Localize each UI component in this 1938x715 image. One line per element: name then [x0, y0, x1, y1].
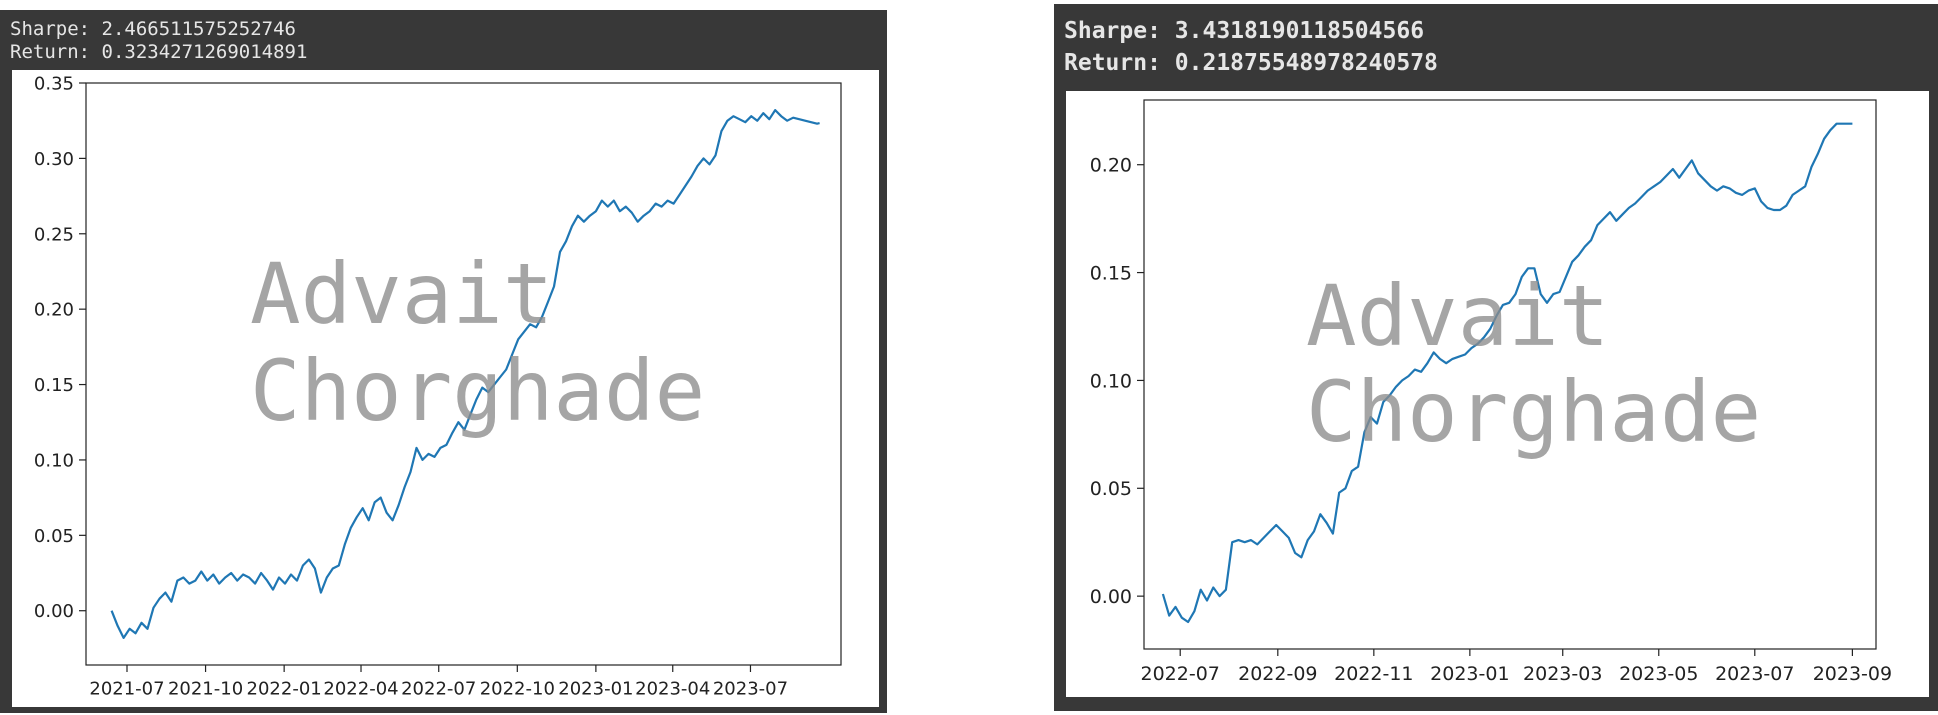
x-tick-label: 2023-01 — [1430, 663, 1509, 685]
y-tick-label: 0.00 — [34, 601, 74, 622]
sharpe-label: Sharpe: — [10, 18, 91, 40]
y-tick-label: 0.20 — [1090, 155, 1132, 177]
y-tick-label: 0.25 — [34, 224, 74, 245]
sharpe-value: 2.466511575252746 — [101, 18, 296, 40]
x-tick-label: 2023-04 — [635, 679, 710, 700]
x-tick-label: 2022-07 — [1141, 663, 1220, 685]
y-tick-label: 0.20 — [34, 300, 74, 321]
x-tick-label: 2022-09 — [1238, 663, 1317, 685]
series-line — [110, 108, 820, 640]
x-tick-label: 2023-07 — [1715, 663, 1794, 685]
x-tick-label: 2023-09 — [1813, 663, 1892, 685]
y-tick-label: 0.15 — [1090, 262, 1132, 284]
watermark-line-1: Advait — [1306, 267, 1609, 365]
watermark-line-2: Chorghade — [250, 342, 705, 440]
return-label: Return: — [10, 41, 91, 63]
x-tick-label: 2023-05 — [1619, 663, 1698, 685]
chart-right: 0.00 0.05 0.10 0.15 0.20 2022-07 2022-09 2022-1… — [1090, 99, 1892, 685]
sharpe-label: Sharpe: — [1064, 18, 1161, 44]
return-value: 0.21875548978240578 — [1174, 50, 1438, 76]
watermark: Advait Chorghade — [1306, 267, 1761, 461]
y-tick-label: 0.35 — [34, 73, 74, 94]
y-tick-label: 0.00 — [1090, 586, 1132, 608]
x-tick-label: 2023-07 — [713, 679, 788, 700]
x-tick-label: 2022-07 — [401, 679, 476, 700]
return-line: Return: 0.21875548978240578 — [1064, 50, 1438, 76]
notebook-output-right: Sharpe: 3.4318190118504566 Return: 0.218… — [1054, 4, 1938, 711]
x-tick-label: 2022-04 — [323, 679, 398, 700]
sharpe-value: 3.4318190118504566 — [1174, 18, 1425, 44]
sharpe-line: Sharpe: 3.4318190118504566 — [1064, 18, 1424, 44]
x-tick-label: 2022-01 — [247, 679, 322, 700]
watermark: Advait Chorghade — [250, 245, 705, 440]
chart-left-figure: 0.00 0.05 0.10 0.15 0.20 0.25 0.30 0.35 2021-07 2… — [12, 70, 879, 707]
return-line: Return: 0.3234271269014891 — [10, 41, 307, 63]
sharpe-line: Sharpe: 2.466511575252746 — [10, 18, 296, 40]
watermark-line-2: Chorghade — [1306, 363, 1761, 461]
x-tick-label: 2022-10 — [480, 679, 555, 700]
y-tick-label: 0.05 — [34, 526, 74, 547]
y-tick-label: 0.30 — [34, 149, 74, 170]
plot-frame — [1143, 99, 1877, 650]
x-tick-label: 2022-11 — [1334, 663, 1413, 685]
return-value: 0.3234271269014891 — [101, 41, 308, 63]
y-tick-label: 0.10 — [1090, 370, 1132, 392]
x-tick-label: 2023-01 — [558, 679, 633, 700]
return-label: Return: — [1064, 50, 1161, 76]
x-tick-label: 2023-03 — [1523, 663, 1602, 685]
watermark-line-1: Advait — [250, 245, 553, 343]
y-tick-label: 0.15 — [34, 375, 74, 396]
x-tick-label: 2021-10 — [168, 679, 243, 700]
y-tick-label: 0.05 — [1090, 478, 1132, 500]
series-line — [1161, 122, 1853, 624]
x-tick-label: 2021-07 — [89, 679, 164, 700]
y-tick-label: 0.10 — [34, 450, 74, 471]
notebook-output-left: Sharpe: 2.466511575252746 Return: 0.3234… — [0, 10, 887, 713]
chart-right-figure: 0.00 0.05 0.10 0.15 0.20 2022-07 2022-09 2022-1… — [1066, 91, 1929, 697]
plot-frame — [85, 82, 842, 666]
